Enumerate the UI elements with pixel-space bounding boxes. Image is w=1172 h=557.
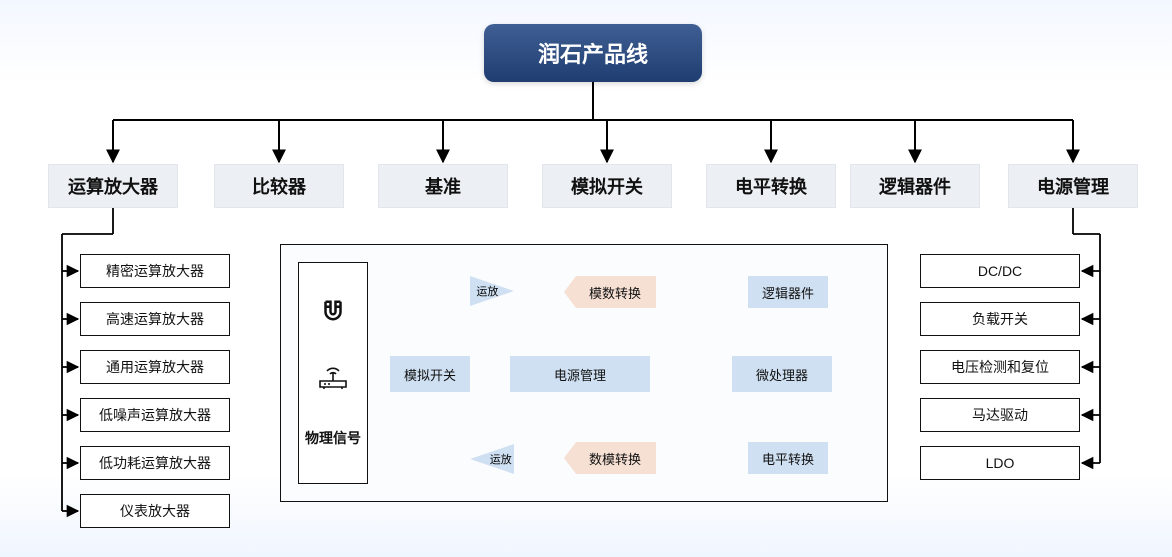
block-label: 运放	[490, 451, 512, 467]
category-label: 运算放大器	[68, 173, 158, 199]
category-label: 电源管理	[1037, 173, 1109, 199]
block-amp_bot: 运放	[470, 444, 514, 474]
category-comp: 比较器	[214, 164, 344, 208]
leaf-label: 低功耗运算放大器	[99, 453, 211, 473]
leaf-label: LDO	[986, 455, 1015, 471]
category-label: 模拟开关	[571, 173, 643, 199]
opamp-leaf-3: 低噪声运算放大器	[80, 398, 230, 432]
opamp-leaf-4: 低功耗运算放大器	[80, 446, 230, 480]
opamp-leaf-2: 通用运算放大器	[80, 350, 230, 384]
block-label: 物理信号	[305, 428, 361, 448]
leaf-label: 高速运算放大器	[106, 309, 204, 329]
leaf-label: 精密运算放大器	[106, 261, 204, 281]
block-analog_switch: 模拟开关	[390, 356, 470, 392]
leaf-label: 电压检测和复位	[951, 357, 1049, 377]
leaf-label: 马达驱动	[972, 405, 1028, 425]
leaf-label: 通用运算放大器	[106, 357, 204, 377]
root-label: 润石产品线	[538, 37, 648, 69]
block-label: 模拟开关	[404, 365, 456, 384]
category-label: 电平转换	[735, 173, 807, 199]
block-label: 电源管理	[554, 365, 606, 384]
root-node: 润石产品线	[484, 24, 702, 82]
leaf-label: 仪表放大器	[120, 501, 190, 521]
power-leaf-2: 电压检测和复位	[920, 350, 1080, 384]
power-leaf-0: DC/DC	[920, 254, 1080, 288]
block-power_mgmt: 电源管理	[510, 356, 650, 392]
leaf-label: DC/DC	[978, 263, 1022, 279]
leaf-label: 负载开关	[972, 309, 1028, 329]
category-opamp: 运算放大器	[48, 164, 178, 208]
block-label: 电平转换	[762, 449, 814, 468]
opamp-leaf-0: 精密运算放大器	[80, 254, 230, 288]
block-amp_top: 运放	[470, 276, 514, 306]
category-level: 电平转换	[706, 164, 836, 208]
power-leaf-3: 马达驱动	[920, 398, 1080, 432]
block-label: 模数转换	[589, 283, 641, 302]
category-label: 逻辑器件	[879, 173, 951, 199]
block-mcu: 微处理器	[732, 356, 832, 392]
opamp-leaf-5: 仪表放大器	[80, 494, 230, 528]
power-leaf-4: LDO	[920, 446, 1080, 480]
diagram-canvas: 润石产品线 运算放大器比较器基准模拟开关电平转换逻辑器件电源管理 精密运算放大器…	[0, 0, 1172, 557]
block-dac: 数模转换	[564, 442, 656, 474]
block-label: 运放	[476, 283, 498, 299]
power-leaf-1: 负载开关	[920, 302, 1080, 336]
magnet-icon	[318, 298, 348, 331]
block-logic_blk: 逻辑器件	[748, 276, 828, 308]
category-aswitch: 模拟开关	[542, 164, 672, 208]
opamp-leaf-1: 高速运算放大器	[80, 302, 230, 336]
block-label: 逻辑器件	[762, 283, 814, 302]
block-label: 微处理器	[756, 365, 808, 384]
category-ref: 基准	[378, 164, 508, 208]
category-label: 比较器	[252, 173, 306, 199]
router-icon	[316, 365, 350, 394]
block-label: 数模转换	[589, 449, 641, 468]
category-logic: 逻辑器件	[850, 164, 980, 208]
category-power: 电源管理	[1008, 164, 1138, 208]
leaf-label: 低噪声运算放大器	[99, 405, 211, 425]
block-adc: 模数转换	[564, 276, 656, 308]
block-physical-signal: 物理信号	[298, 262, 368, 484]
block-level_blk: 电平转换	[748, 442, 828, 474]
category-label: 基准	[425, 173, 461, 199]
